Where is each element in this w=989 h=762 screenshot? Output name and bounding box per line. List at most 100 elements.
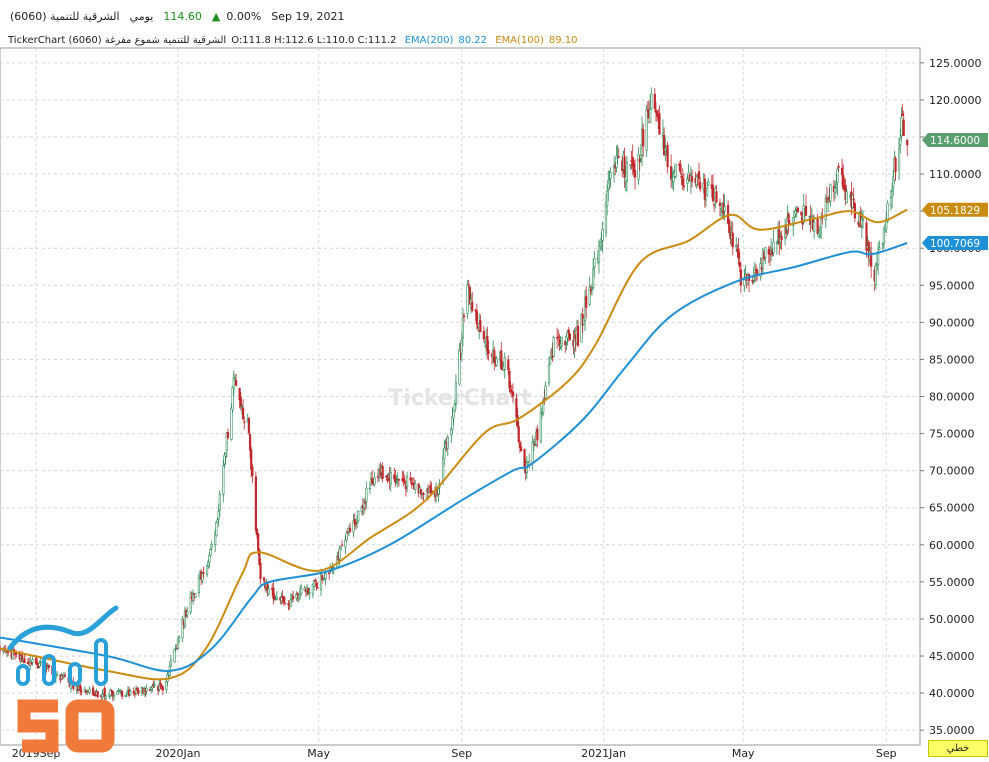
candle-body <box>706 187 709 196</box>
y-tick-label: 120.0000 <box>929 94 982 107</box>
candle-body <box>183 611 187 627</box>
candle-down <box>161 685 164 695</box>
candle-up <box>549 355 552 365</box>
candle-down <box>248 433 252 459</box>
price-tag-box <box>922 132 988 147</box>
candle-body <box>800 211 803 216</box>
candle-up <box>183 606 187 629</box>
candle-body <box>125 692 128 695</box>
y-tick-label: 85.0000 <box>929 353 975 366</box>
candle-body <box>482 330 485 340</box>
candle-body <box>585 295 588 308</box>
candle-body <box>885 218 888 229</box>
candle-up <box>405 471 409 493</box>
candle-up <box>772 230 775 257</box>
candle-body <box>840 167 844 175</box>
candle-up <box>124 694 127 697</box>
candle-down <box>787 212 790 234</box>
candle-body <box>658 113 661 135</box>
candle-body <box>649 108 652 123</box>
candle-down <box>462 313 466 323</box>
candle-body <box>882 228 886 245</box>
symbol-name[interactable]: الشرقية للتنمية (6060) <box>10 9 120 23</box>
candle-body <box>699 181 702 190</box>
candle-body <box>487 349 490 355</box>
candle-body <box>609 171 612 179</box>
candle-body <box>241 407 245 420</box>
price-tag-label: 114.6000 <box>930 135 980 147</box>
candle-body <box>517 426 520 443</box>
candle-down <box>653 88 656 112</box>
candle-body <box>332 567 335 569</box>
candle-up <box>176 636 180 651</box>
candle-down <box>870 241 873 278</box>
candle-body <box>735 245 738 247</box>
candle-body <box>568 333 572 340</box>
candle-up <box>593 251 596 278</box>
period-label[interactable]: يومي <box>129 9 154 23</box>
candle-up <box>503 352 506 379</box>
candle-body <box>148 689 152 691</box>
candle-body <box>679 163 682 173</box>
candle-down <box>251 464 254 483</box>
candle-body <box>500 350 503 370</box>
candle-body <box>703 178 706 201</box>
candle-body <box>547 365 551 384</box>
candle-body <box>381 466 384 479</box>
candle-up <box>267 585 270 596</box>
candle-body <box>409 477 412 481</box>
candle-body <box>680 175 683 178</box>
logo-bar <box>16 664 30 686</box>
candle-down <box>517 421 520 444</box>
candle-down <box>272 581 275 605</box>
candle-up <box>86 689 89 696</box>
language-button[interactable]: خطي <box>928 740 988 757</box>
y-tick-label: 95.0000 <box>929 279 975 292</box>
candle-up <box>189 590 192 615</box>
candle-body <box>460 339 463 354</box>
candle-body <box>443 447 446 460</box>
change-percent: 0.00% <box>226 9 262 23</box>
candle-body <box>186 611 189 616</box>
candle-body <box>796 207 799 213</box>
candle-body <box>697 171 701 179</box>
candle-body <box>403 480 406 484</box>
candle-up <box>592 258 595 291</box>
candle-down <box>239 391 242 411</box>
candle-body <box>772 241 775 253</box>
candle-down <box>699 177 702 193</box>
candle-up <box>458 343 461 386</box>
candle-body <box>901 113 904 116</box>
candle-body <box>650 93 653 110</box>
candle-down <box>658 105 661 135</box>
candle-body <box>258 549 261 565</box>
candle-body <box>312 579 316 587</box>
candle-body <box>874 265 877 285</box>
ema100-label[interactable]: EMA(100) <box>495 35 544 46</box>
candle-body <box>461 317 465 339</box>
candle-body <box>395 480 398 483</box>
y-tick-label: 35.0000 <box>929 724 975 737</box>
up-arrow-icon: ▲ <box>211 9 221 23</box>
ema100-line <box>0 208 908 681</box>
ema200-label[interactable]: EMA(200) <box>404 35 454 46</box>
candle-body <box>275 597 278 600</box>
candle-body <box>639 154 642 159</box>
candle-body <box>666 145 669 168</box>
candle-body <box>637 154 640 180</box>
y-tick-label: 110.0000 <box>929 168 982 181</box>
candle-body <box>38 662 41 667</box>
candle-body <box>616 157 619 159</box>
candle-body <box>625 161 629 182</box>
candle-down <box>804 194 808 217</box>
candle-body <box>479 320 482 332</box>
candle-body <box>55 674 59 676</box>
candle-body <box>889 197 893 206</box>
candle-up <box>232 370 235 396</box>
candle-up <box>312 579 316 590</box>
candle-up <box>153 680 156 689</box>
candle-up <box>230 403 233 441</box>
candle-body <box>802 205 805 223</box>
candle-down <box>642 123 645 157</box>
